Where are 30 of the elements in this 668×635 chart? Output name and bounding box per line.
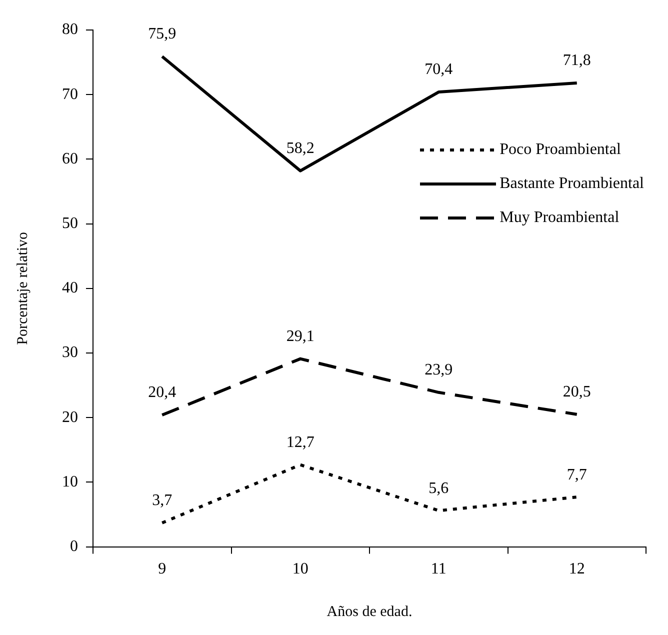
x-tick-label: 9 bbox=[158, 560, 166, 578]
y-tick-label: 60 bbox=[62, 150, 78, 168]
x-tick-label: 12 bbox=[568, 560, 585, 578]
y-tick-label: 20 bbox=[62, 408, 78, 426]
y-tick-label: 30 bbox=[62, 344, 78, 362]
data-label: 71,8 bbox=[562, 52, 591, 70]
y-tick-label: 0 bbox=[70, 538, 78, 556]
legend-label: Poco Proambiental bbox=[500, 141, 621, 160]
data-label: 20,5 bbox=[562, 384, 591, 401]
y-axis-title: Porcentaje relativo bbox=[14, 232, 31, 345]
y-tick-label: 70 bbox=[62, 86, 78, 103]
x-axis-title: Años de edad. bbox=[326, 604, 412, 620]
data-label: 20,4 bbox=[148, 384, 176, 402]
data-label: 5,6 bbox=[428, 480, 449, 497]
legend-label: Bastante Proambiental bbox=[500, 175, 644, 194]
data-label: 3,7 bbox=[152, 492, 172, 510]
y-tick-label: 50 bbox=[62, 215, 78, 232]
data-label: 58,2 bbox=[286, 140, 314, 158]
y-tick-label: 80 bbox=[62, 21, 78, 38]
legend-label: Muy Proambiental bbox=[500, 209, 620, 228]
data-label: 7,7 bbox=[566, 466, 587, 484]
x-tick-label: 10 bbox=[292, 560, 308, 578]
y-tick-label: 10 bbox=[62, 473, 78, 490]
data-label: 12,7 bbox=[286, 434, 314, 451]
data-label: 70,4 bbox=[424, 61, 453, 78]
data-label: 23,9 bbox=[424, 362, 453, 379]
data-label: 75,9 bbox=[148, 26, 176, 43]
data-label: 29,1 bbox=[286, 328, 314, 346]
x-tick-label: 11 bbox=[430, 560, 446, 578]
y-tick-label: 40 bbox=[62, 280, 78, 297]
